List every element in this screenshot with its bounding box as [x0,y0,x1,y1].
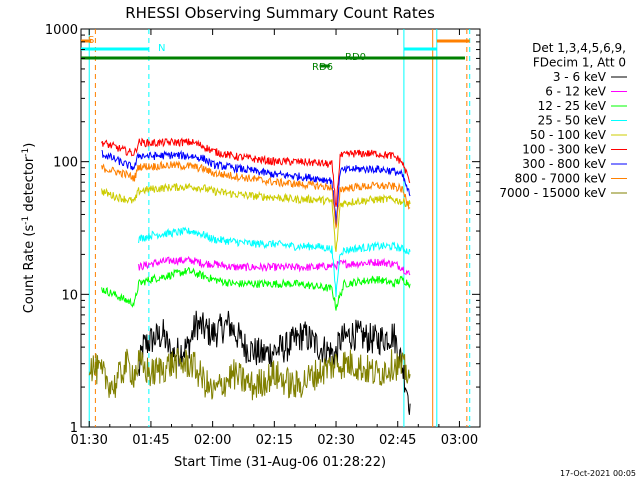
legend-entry-6: 300 - 800 keV [522,157,606,171]
series-line-8 [88,347,411,401]
legend-header-0: Det 1,3,4,5,6,9, [532,41,626,55]
y-label-end: ) [22,143,37,148]
series-line-5 [101,137,411,207]
x-tick-label: 02:00 [194,433,231,448]
legend-entry-8: 7000 - 15000 keV [499,186,606,200]
y-label-main: Count Rate (s [22,225,37,314]
x-tick-label: 02:30 [317,433,354,448]
annotation-rd6: RD6 [312,62,333,73]
y-label-mid: detector [22,156,37,216]
y-tick-label: 10 [61,288,78,303]
plot-area [80,28,481,428]
series-line-1 [138,255,411,276]
x-tick-label: 01:30 [70,433,107,448]
legend-entry-7: 800 - 7000 keV [515,172,607,186]
series-line-0 [138,310,411,415]
annotation-n: N [158,43,165,54]
x-axis-label: Start Time (31-Aug-06 01:28:22) [174,455,386,470]
legend-entry-1: 6 - 12 keV [545,85,607,99]
footer-date: 17-Oct-2021 00:05 [560,469,636,478]
plot-frame [80,28,481,428]
x-tick-label: 01:45 [132,433,169,448]
legend-entry-0: 3 - 6 keV [553,70,607,84]
annotation-rd0: RD0 [345,52,366,63]
series-line-3 [138,226,411,298]
legend-entry-2: 12 - 25 keV [538,99,607,113]
y-label-sup2: -1 [21,148,31,157]
legend: Det 1,3,4,5,6,9,FDecim 1, Att 03 - 6 keV… [499,41,627,200]
legend-entry-4: 50 - 100 keV [530,128,607,142]
overlay-lines: S N RD0 RD6 [81,29,471,427]
x-tick-label: 02:15 [256,433,293,448]
y-tick-label: 1 [70,421,78,436]
y-label-sup1: -1 [21,216,31,225]
chart-title: RHESSI Observing Summary Count Rates [125,4,435,22]
y-tick-label: 1000 [45,23,78,38]
legend-entry-5: 100 - 300 keV [522,143,606,157]
legend-header-1: FDecim 1, Att 0 [533,56,626,70]
series-line-6 [101,149,411,225]
series-line-2 [101,266,411,311]
legend-entry-3: 25 - 50 keV [538,114,607,128]
y-tick-label: 100 [53,156,78,171]
series-line-4 [101,182,411,252]
series-layer [88,137,411,415]
y-axis-label: Count Rate (s-1 detector-1) [21,143,37,314]
annotation-s: S [88,35,94,46]
series-line-7 [101,160,411,230]
x-tick-label: 03:00 [441,433,478,448]
axis-ticks: 01:30 01:45 02:00 02:15 02:30 02:45 03:00 1 10 10… [45,23,480,448]
x-tick-label: 02:45 [379,433,416,448]
